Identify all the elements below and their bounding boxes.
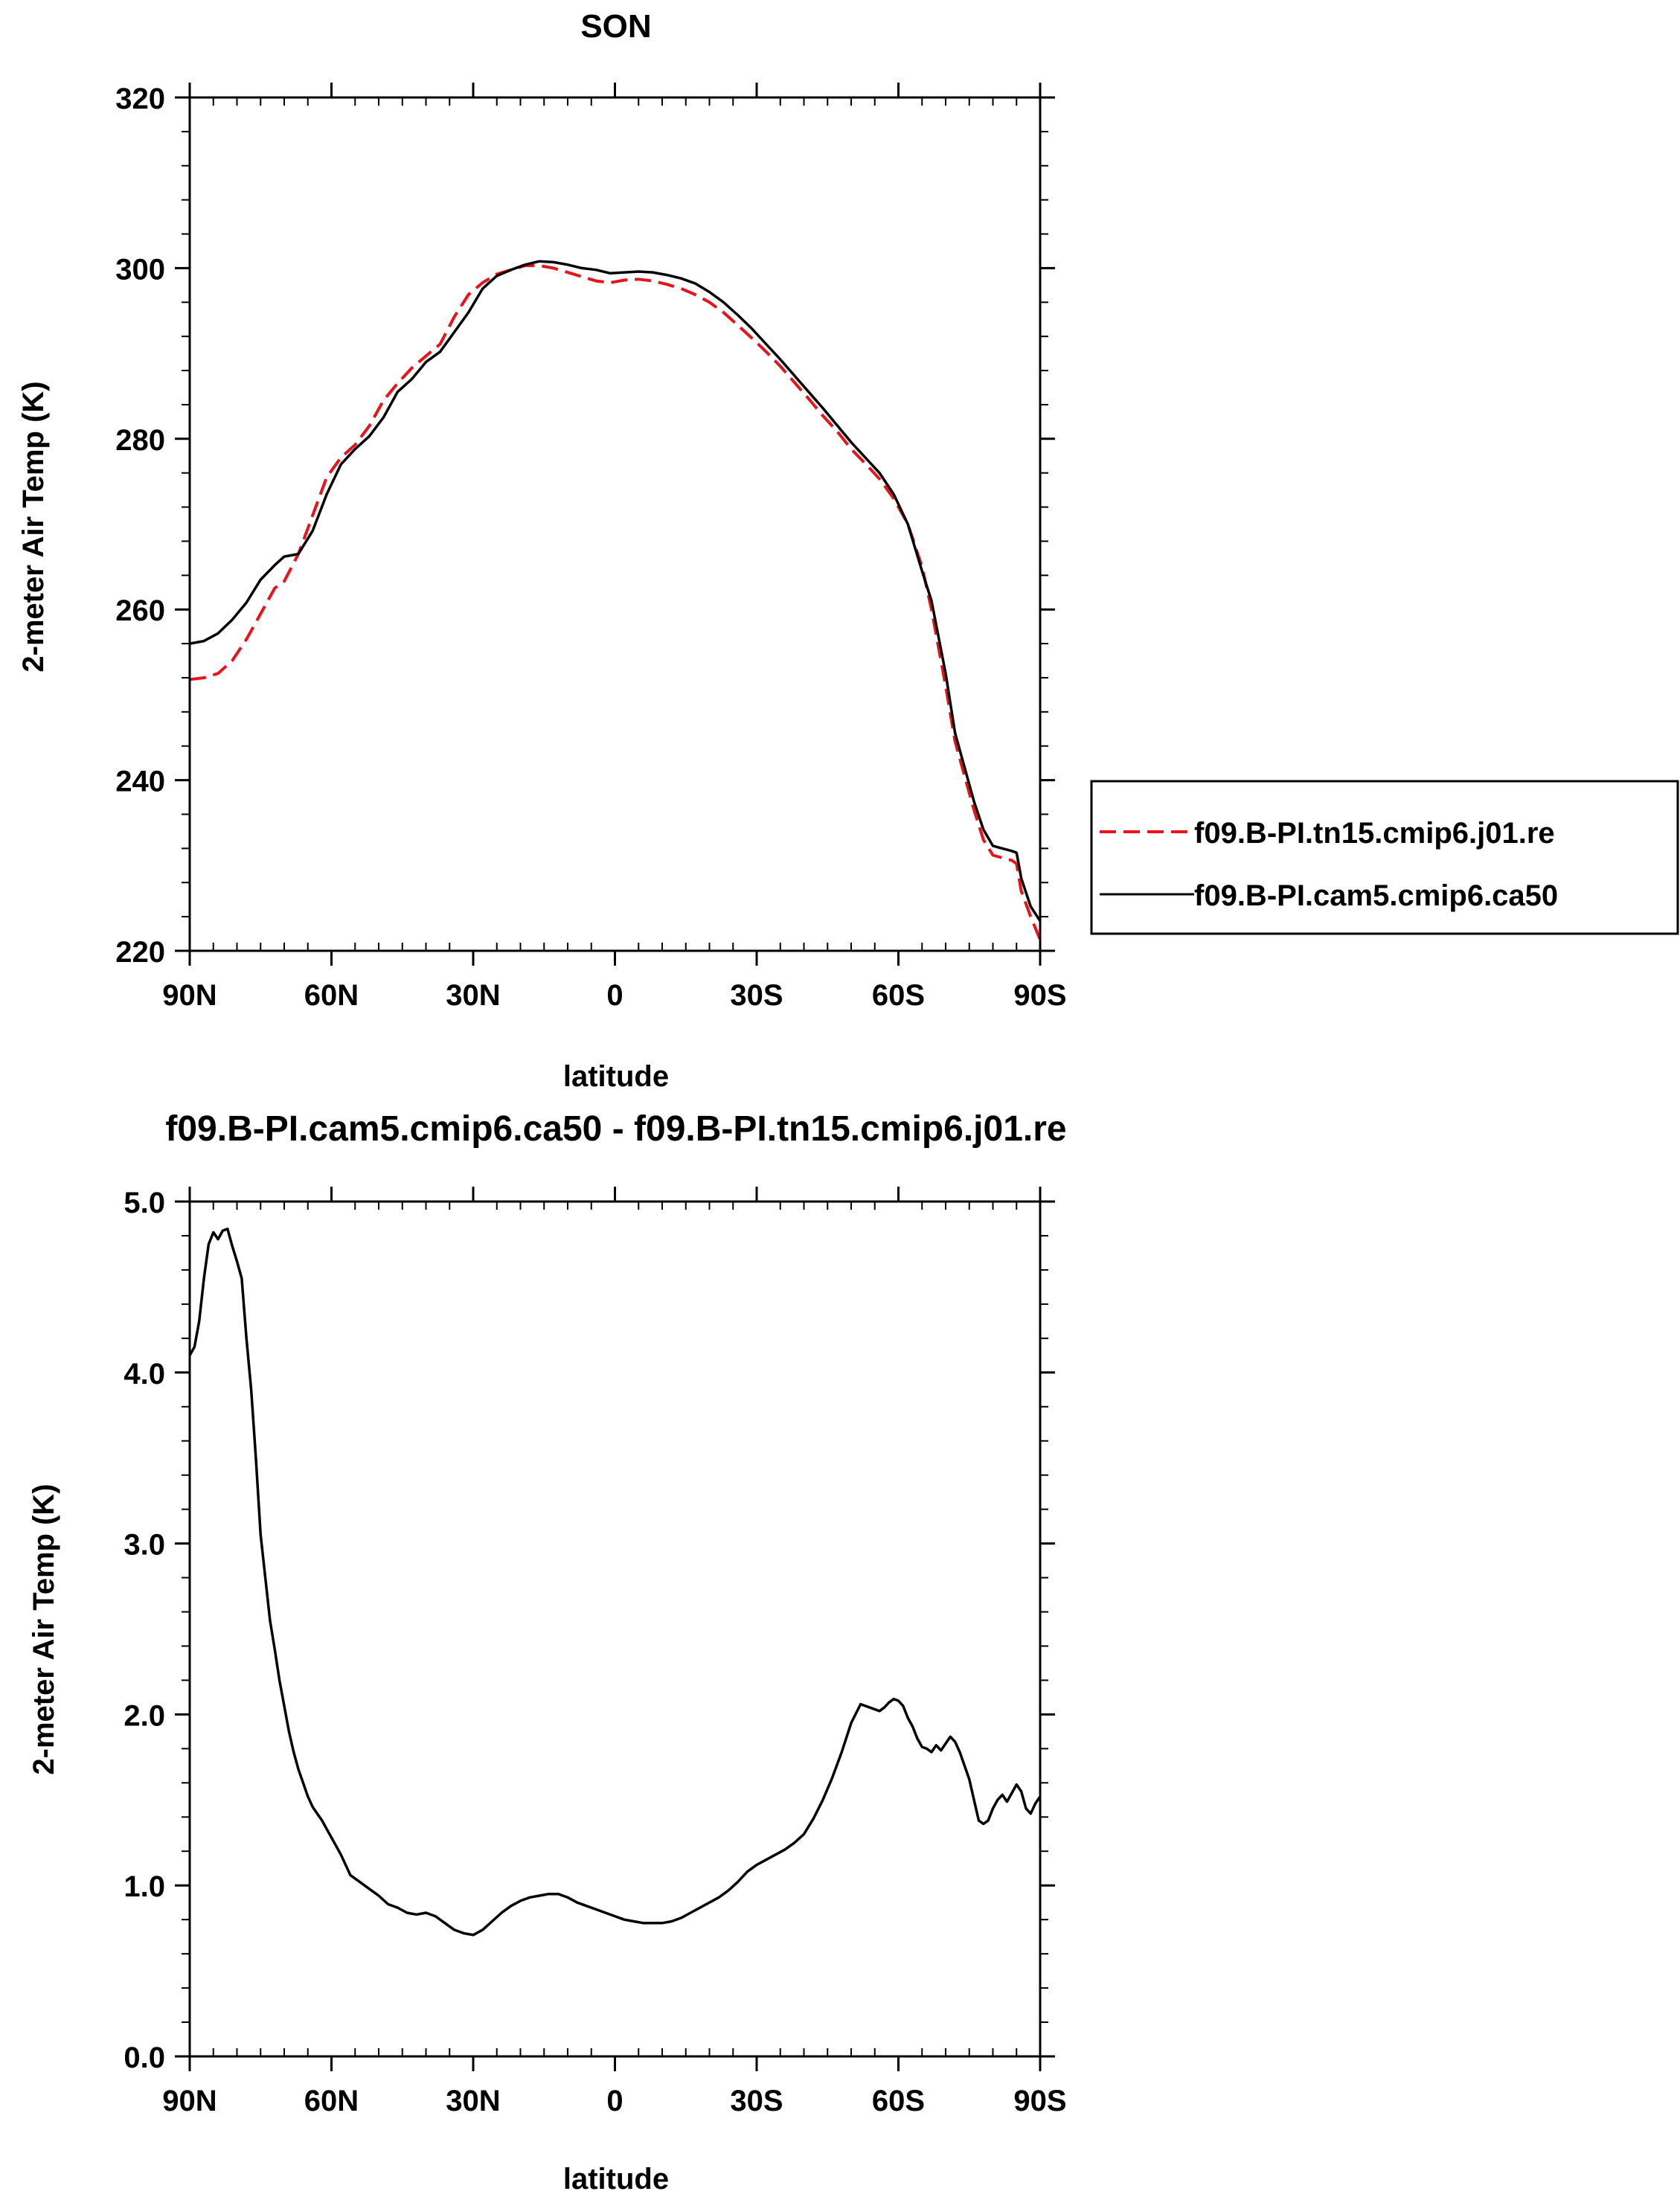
bottom-plot-frame	[188, 1200, 1042, 2058]
bottom-y-tick-label: 1.0	[124, 1870, 165, 1903]
bottom-y-tick-label: 2.0	[124, 1699, 165, 1732]
bottom-chart-title: f09.B-PI.cam5.cmip6.ca50 - f09.B-PI.tn15…	[165, 1109, 1066, 1149]
bottom-y-tick-label: 3.0	[124, 1529, 165, 1562]
top-series-line-1	[189, 264, 1042, 940]
top-chart-title: SON	[580, 8, 651, 45]
top-x-tick-label: 90S	[1013, 979, 1066, 1012]
legend: f09.B-PI.tn15.cmip6.j01.re f09.B-PI.cam5…	[1090, 780, 1679, 935]
top-x-tick-label: 60N	[304, 979, 359, 1012]
top-x-tick-label: 30N	[446, 979, 500, 1012]
legend-label-series-2: f09.B-PI.cam5.cmip6.ca50	[1194, 879, 1558, 912]
top-series-line-2	[189, 260, 1042, 922]
top-y-tick-label: 300	[115, 253, 165, 286]
bottom-x-tick-label: 0	[606, 2085, 623, 2117]
bottom-plot-area: 90N 60N 30N 0 30S 60S 90S 0.0 1.0 2.0 3.0 4.0 5.0	[124, 1187, 1067, 2117]
top-x-tick-label: 60S	[872, 979, 925, 1012]
bottom-x-axis-label: latitude	[563, 2163, 669, 2196]
legend-label-series-1: f09.B-PI.tn15.cmip6.j01.re	[1194, 817, 1555, 850]
top-y-tick-label: 320	[115, 83, 165, 115]
bottom-y-axis-label: 2-meter Air Temp (K)	[28, 1484, 60, 1774]
top-y-tick-label: 260	[115, 594, 165, 627]
top-panel: SON 90N 60N 30N 0 30S 60S 90S 220 240 260 280 300 32…	[17, 8, 1679, 1093]
bottom-y-tick-label: 4.0	[124, 1358, 165, 1391]
bottom-y-tick-label: 5.0	[124, 1187, 165, 1219]
top-x-tick-label: 0	[606, 979, 623, 1012]
top-x-tick-label: 90N	[162, 979, 217, 1012]
bottom-x-tick-label: 90S	[1013, 2085, 1066, 2117]
top-plot-area: 90N 60N 30N 0 30S 60S 90S 220 240 260 280 300 320	[115, 83, 1067, 1012]
bottom-series-line-1	[188, 1228, 1042, 1937]
bottom-x-tick-label: 60S	[872, 2085, 925, 2117]
top-y-tick-label: 240	[115, 766, 165, 798]
top-x-tick-label: 30S	[730, 979, 783, 1012]
bottom-x-tick-label: 30N	[446, 2085, 500, 2117]
bottom-x-tick-label: 90N	[162, 2085, 217, 2117]
bottom-x-tick-label: 30S	[730, 2085, 783, 2117]
top-y-tick-label: 220	[115, 936, 165, 969]
bottom-panel: f09.B-PI.cam5.cmip6.ca50 - f09.B-PI.tn15…	[28, 1109, 1067, 2196]
top-y-tick-label: 280	[115, 424, 165, 457]
legend-box	[1090, 780, 1679, 935]
top-y-axis-label: 2-meter Air Temp (K)	[17, 381, 50, 672]
top-x-axis-label: latitude	[563, 1060, 669, 1093]
top-plot-frame	[188, 96, 1042, 952]
bottom-x-tick-label: 60N	[304, 2085, 359, 2117]
bottom-y-tick-label: 0.0	[124, 2042, 165, 2074]
